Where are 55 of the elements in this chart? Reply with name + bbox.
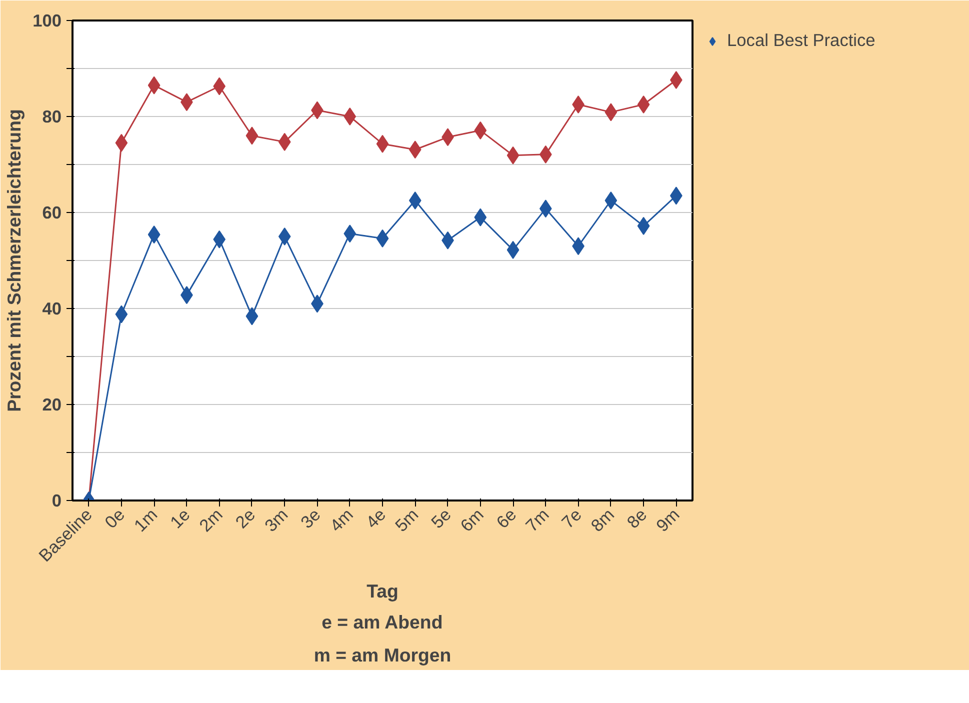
y-tick-label: 100 [32,10,62,30]
point [539,145,552,164]
y-tick-label: 20 [42,394,62,414]
point [474,121,487,140]
x-tick-label: 7m [522,504,553,536]
point [115,305,128,324]
point [148,226,160,244]
x-axis-title: Tag [366,580,398,602]
point [408,140,422,159]
x-tick-label: 8m [586,504,618,536]
x-tick-label: 3m [260,504,292,536]
x-tick-label: 2e [231,504,260,532]
point [637,216,650,235]
legend-label: Local Best Practice [727,30,876,51]
y-tick-label: 40 [42,298,62,318]
point [376,134,389,153]
y-tick-label: 80 [42,106,62,126]
x-tick-label: 5e [427,504,455,532]
point [506,146,520,164]
text: m = am Morgen [314,644,452,666]
point [637,96,650,114]
x-tick-label: 1e [166,504,194,532]
x-tick-label: 3e [296,504,324,532]
x-tick-label: 4m [326,504,357,536]
point [246,307,258,326]
point [376,229,389,248]
point [604,192,618,210]
point [604,103,618,122]
x-tick-label: 9m [652,504,684,536]
x-tick-label: 6m [456,504,488,536]
point [474,208,487,226]
point [213,77,226,96]
y-tick-label: 60 [42,202,62,222]
point [506,240,520,259]
x-tick-label: 5m [391,504,422,536]
point [408,192,422,210]
x-tick-label: 2m [195,504,226,536]
y-axis-title: Prozent mit Schmerzerleichterung [4,109,25,412]
x-tick-label: 1m [130,504,162,536]
point [278,132,291,151]
x-tick-label: 8e [622,504,651,532]
point [115,134,128,152]
x-tick-label: 4e [362,504,390,532]
point [278,228,291,246]
point [246,126,258,145]
point [213,230,226,248]
point [344,224,356,243]
point [539,200,552,218]
text: e = am Abend [322,612,443,632]
point [148,76,160,94]
point [344,108,356,126]
x-tick-label: 7e [558,504,586,532]
y-tick-label: 0 [52,490,62,510]
x-tick-label: 0e [100,504,129,532]
x-tick-label: 6e [492,504,520,532]
